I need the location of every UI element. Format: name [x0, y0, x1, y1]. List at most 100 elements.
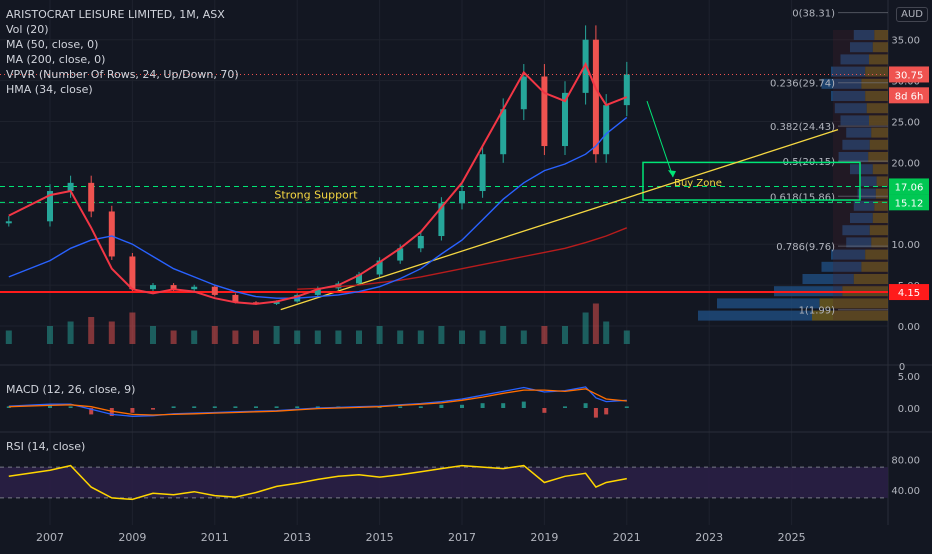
candle-body — [5, 221, 12, 224]
volume-bar — [603, 321, 610, 344]
legend-vpvr[interactable]: VPVR (Number Of Rows, 24, Up/Down, 70) — [6, 68, 239, 81]
macd-hist-bar — [501, 403, 506, 408]
currency-button[interactable]: AUD — [896, 7, 928, 22]
candle-body — [356, 274, 362, 284]
rsi-tick: 80.00 — [891, 455, 920, 466]
candle-body — [232, 294, 239, 303]
volume-bar — [129, 312, 136, 344]
macd-hist-bar — [521, 401, 526, 408]
time-tick: 2023 — [695, 531, 723, 544]
time-tick: 2011 — [201, 531, 229, 544]
volume-bar — [314, 330, 321, 344]
macd-hist-bar — [6, 406, 11, 408]
candle-body — [191, 286, 198, 290]
vpvr-row-up — [831, 91, 866, 101]
signal-line — [8, 388, 627, 416]
volume-bar — [67, 321, 74, 344]
vpvr-row-up — [831, 66, 866, 77]
vpvr-row-up — [842, 225, 870, 236]
macd-hist-bar — [130, 408, 135, 413]
volume-bar — [5, 330, 12, 344]
ma200-line — [297, 227, 628, 290]
price-label-bg — [889, 178, 929, 195]
candle-body — [541, 76, 548, 147]
vpvr-row-down — [874, 200, 888, 211]
trendline — [280, 129, 839, 311]
volume-bar — [541, 326, 548, 344]
volume-bar — [108, 321, 115, 344]
volume-bar — [273, 326, 280, 344]
vpvr-row-down — [869, 115, 888, 126]
price-label-support: 15.12 — [895, 198, 924, 209]
price-label-bg — [889, 194, 929, 211]
macd-tick: 5.00 — [898, 372, 920, 383]
fib-label: 0.618(15.86) — [770, 192, 835, 203]
volume-bar — [232, 330, 239, 344]
vpvr-row-down — [865, 66, 888, 77]
vpvr-row-up — [838, 152, 869, 162]
vpvr-row-down — [872, 164, 888, 175]
volume-profile — [698, 30, 888, 321]
macd-legend[interactable]: MACD (12, 26, close, 9) — [6, 383, 136, 396]
macd-top-tick: 0 — [899, 362, 905, 373]
macd-hist-bar — [192, 406, 197, 408]
volume-bar — [294, 330, 301, 344]
candle-body — [500, 109, 507, 155]
volume-bar — [459, 330, 465, 344]
rsi-legend[interactable]: RSI (14, close) — [6, 440, 86, 453]
legend-symbol[interactable]: ARISTOCRAT LEISURE LIMITED, 1M, ASX — [6, 8, 225, 21]
price-label-support: 17.06 — [895, 182, 924, 193]
macd-hist-bar — [89, 408, 94, 415]
volume-bars — [5, 303, 630, 344]
volume-bar — [520, 330, 527, 344]
hma-line — [8, 61, 628, 305]
strong-support-label: Strong Support — [274, 188, 358, 201]
macd-hist-bar — [624, 406, 629, 408]
vpvr-row-up — [846, 237, 872, 248]
candle-body — [438, 203, 445, 237]
time-tick: 2009 — [118, 531, 146, 544]
rsi-pane — [0, 464, 888, 501]
price-label-bg — [889, 284, 929, 301]
macd-pane — [6, 386, 629, 418]
legend-volume[interactable]: Vol (20) — [6, 23, 49, 36]
volume-bar — [376, 326, 383, 344]
vpvr-row-down — [866, 103, 888, 114]
legend-hma[interactable]: HMA (34, close) — [6, 83, 93, 96]
macd-hist-bar — [583, 403, 588, 408]
volume-bar — [438, 326, 445, 344]
price-label-bg — [889, 66, 929, 83]
candle-body — [170, 285, 177, 290]
time-tick: 2019 — [530, 531, 558, 544]
macd-hist-bar — [593, 408, 598, 418]
vpvr-row-down — [869, 54, 888, 65]
candle-body — [314, 288, 321, 295]
candle-body — [459, 191, 465, 204]
price-tick: 25.00 — [891, 118, 920, 129]
macd-hist-bar — [233, 406, 238, 408]
legend-ma50[interactable]: MA (50, close, 0) — [6, 38, 99, 51]
candle-body — [479, 154, 486, 192]
candle-body — [592, 39, 599, 155]
price-tick: 35.00 — [891, 36, 920, 47]
vpvr-row-up — [802, 274, 854, 284]
legend-ma200[interactable]: MA (200, close, 0) — [6, 53, 106, 66]
macd-hist-bar — [418, 406, 423, 408]
axes: 35.0030.0025.0020.0015.0010.005.000.0030… — [36, 36, 929, 544]
vpvr-row-down — [876, 176, 888, 187]
macd-hist-bar — [439, 404, 444, 408]
vpvr-row-up — [850, 164, 873, 175]
vpvr-row-up — [698, 310, 812, 321]
fib-label: 1(1.99) — [799, 306, 836, 317]
macd-tick: 0.00 — [898, 404, 920, 415]
candle-body — [67, 182, 74, 192]
macd-hist-bar — [274, 406, 279, 408]
candle-body — [623, 74, 630, 106]
time-tick: 2015 — [366, 531, 394, 544]
fib-label: 0.236(29.74) — [770, 79, 835, 90]
price-tick: 10.00 — [891, 240, 920, 251]
candle-body — [520, 76, 527, 110]
macd-hist-bar — [171, 406, 176, 408]
